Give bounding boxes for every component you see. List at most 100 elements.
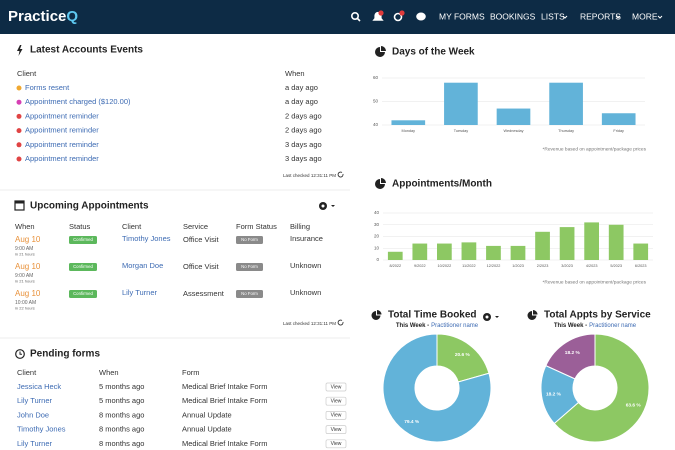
last-checked: Last checked 12:31:11 PM (283, 173, 336, 178)
client-link[interactable]: Morgan Doe (122, 261, 163, 270)
chat-icon[interactable] (416, 12, 426, 21)
nav-bar (0, 0, 675, 34)
nav-item[interactable]: MORE (632, 11, 658, 21)
bolt-icon (17, 45, 23, 56)
form-badge (236, 236, 263, 244)
x-tick-label: 1/2023 (512, 264, 524, 268)
logo-text: Practice (8, 8, 66, 25)
nav-item[interactable]: MY FORMS (439, 11, 485, 21)
x-tick-label: 4/2023 (586, 264, 598, 268)
donut-segment (545, 333, 596, 380)
client-link[interactable]: Lily Turner (122, 288, 158, 297)
nav-chevrons (562, 15, 663, 19)
bar (461, 242, 477, 260)
section-title: Upcoming Appointments (30, 201, 149, 212)
appointment-time: 9:00 AM (15, 273, 33, 279)
view-button[interactable] (325, 439, 347, 449)
status-dot (16, 128, 22, 134)
pie-icon-shape (375, 47, 385, 57)
y-tick-label: 40 (374, 210, 380, 215)
view-label[interactable]: View (331, 384, 342, 390)
x-tick-label: 8/2022 (389, 264, 401, 268)
status-text: Confirmed (73, 291, 93, 296)
event-time: a day ago (285, 97, 318, 106)
last-checked: Last checked 12:31:11 PM (283, 321, 336, 326)
donut-segment (553, 333, 650, 443)
view-label[interactable]: View (331, 441, 342, 447)
clock-icon (15, 349, 25, 359)
chart-title: Total Appts by Service (544, 310, 651, 321)
nav-item[interactable]: REPORTS (580, 11, 621, 21)
status-text: Confirmed (73, 237, 93, 242)
nav-item[interactable]: LISTS (541, 11, 565, 21)
chart-note: *Revenue based on appointment/package pr… (543, 279, 647, 285)
form-time: 5 months ago (99, 382, 144, 391)
view-label[interactable]: View (331, 427, 342, 433)
y-tick-label: 10 (374, 245, 380, 250)
view-button[interactable] (325, 382, 347, 392)
column-header: Form Status (236, 222, 277, 231)
client-link[interactable]: Timothy Jones (122, 234, 171, 243)
notification-badge (399, 10, 405, 16)
status-dot (16, 99, 22, 105)
view-label[interactable]: View (331, 413, 342, 419)
status-badge (69, 236, 97, 244)
bookings-icon[interactable] (393, 12, 403, 22)
client-link[interactable]: Lily Turner (17, 396, 53, 405)
subtitle-link[interactable]: Practitioner name (431, 323, 479, 329)
event-link[interactable]: Appointment reminder (25, 154, 99, 163)
event-time: 3 days ago (285, 154, 322, 163)
segment-label: 20.6 % (455, 352, 471, 358)
pie-icon-shape (527, 311, 537, 320)
gear-hole (321, 204, 325, 208)
notification-badge (378, 10, 384, 16)
pie-icon-shape (371, 311, 381, 320)
x-tick-label: 10/2022 (437, 264, 451, 268)
chevron (562, 15, 568, 19)
event-link[interactable]: Appointment reminder (25, 140, 99, 149)
search-icon[interactable] (350, 12, 359, 21)
event-time: 2 days ago (285, 111, 322, 120)
bar (633, 243, 649, 260)
client-link[interactable]: Timothy Jones (17, 425, 66, 434)
event-link[interactable]: Appointment charged ($120.00) (25, 97, 131, 106)
calendar-icon (14, 200, 25, 211)
logo[interactable]: PracticeQ (8, 8, 78, 25)
subtitle-link[interactable]: Practitioner name (589, 323, 637, 329)
x-tick-label: Friday (613, 129, 624, 133)
client-link[interactable]: Jessica Heck (17, 382, 61, 391)
appointment-relative: in 21 hours (15, 279, 35, 284)
form-name: Annual Update (182, 410, 232, 419)
event-link[interactable]: Forms resent (25, 83, 70, 92)
event-time: 3 days ago (285, 140, 322, 149)
bar (387, 251, 403, 260)
caret (495, 316, 499, 318)
view-label[interactable]: View (331, 399, 342, 405)
nav-item[interactable]: BOOKINGS (490, 11, 536, 21)
subtitle-text: This Week - (396, 323, 429, 329)
event-link[interactable]: Appointment reminder (25, 111, 99, 120)
event-link[interactable]: Appointment reminder (25, 126, 99, 135)
view-button[interactable] (325, 425, 347, 434)
event-time: a day ago (285, 83, 318, 92)
refresh-icon[interactable] (337, 319, 344, 326)
form-name: Medical Brief Intake Form (182, 439, 267, 448)
chevron (615, 15, 621, 19)
appointment-date: Aug 10 (15, 235, 41, 244)
refresh-icon[interactable] (337, 171, 344, 178)
y-tick-label: 0 (376, 257, 379, 262)
client-link[interactable]: Lily Turner (17, 439, 53, 448)
pie-icon-slice (533, 310, 538, 315)
appointment-date: Aug 10 (15, 289, 41, 298)
search-icon-handle (356, 17, 361, 22)
view-button[interactable] (325, 396, 347, 406)
service: Assessment (183, 289, 225, 298)
settings-button[interactable] (319, 202, 335, 210)
view-button[interactable] (325, 411, 347, 420)
bar (437, 243, 452, 260)
status-badge (69, 263, 97, 271)
settings-button[interactable] (483, 313, 499, 321)
column-header: Client (17, 69, 37, 78)
client-link[interactable]: John Doe (17, 410, 49, 419)
chart-title: Appointments/Month (392, 179, 492, 190)
